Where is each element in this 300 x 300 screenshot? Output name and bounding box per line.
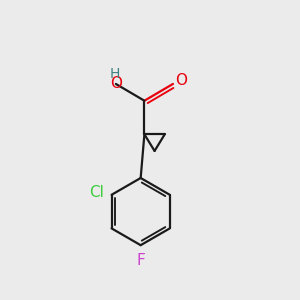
Text: O: O bbox=[110, 76, 122, 92]
Text: Cl: Cl bbox=[89, 185, 104, 200]
Text: F: F bbox=[136, 253, 145, 268]
Text: H: H bbox=[110, 67, 120, 81]
Text: O: O bbox=[175, 73, 187, 88]
